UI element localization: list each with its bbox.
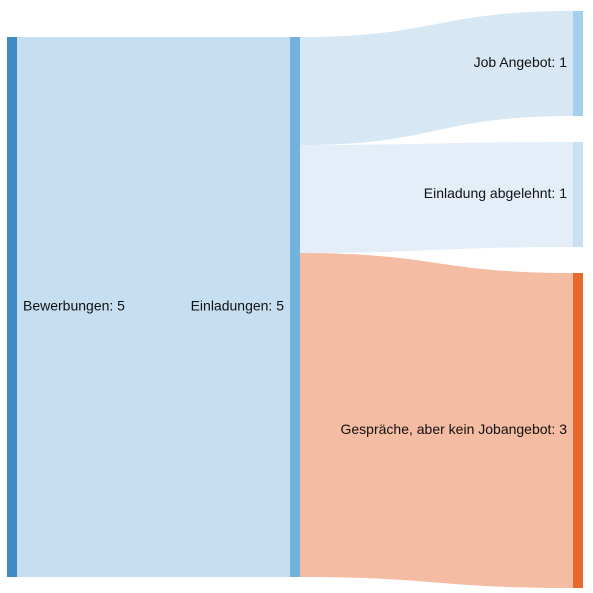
node-bewerbungen <box>7 37 17 577</box>
label-einladung-abgelehnt: Einladung abgelehnt: 1 <box>424 185 567 201</box>
links-layer <box>17 11 573 588</box>
link-einladungen-gespraeche-kein-jobangebot <box>300 253 573 588</box>
link-einladungen-job-angebot <box>300 11 573 145</box>
nodes-layer <box>7 11 583 588</box>
link-einladungen-einladung-abgelehnt <box>300 142 573 253</box>
node-gespraeche-kein-jobangebot <box>573 273 583 588</box>
label-gespraeche-kein-jobangebot: Gespräche, aber kein Jobangebot: 3 <box>341 421 568 437</box>
node-einladungen <box>290 37 300 577</box>
label-job-angebot: Job Angebot: 1 <box>474 54 568 70</box>
labels-layer: Bewerbungen: 5 Einladungen: 5 Job Angebo… <box>23 54 567 437</box>
label-bewerbungen: Bewerbungen: 5 <box>23 298 125 314</box>
node-job-angebot <box>573 11 583 116</box>
node-einladung-abgelehnt <box>573 142 583 247</box>
label-einladungen: Einladungen: 5 <box>191 298 285 314</box>
link-bewerbungen-einladungen <box>17 37 290 577</box>
